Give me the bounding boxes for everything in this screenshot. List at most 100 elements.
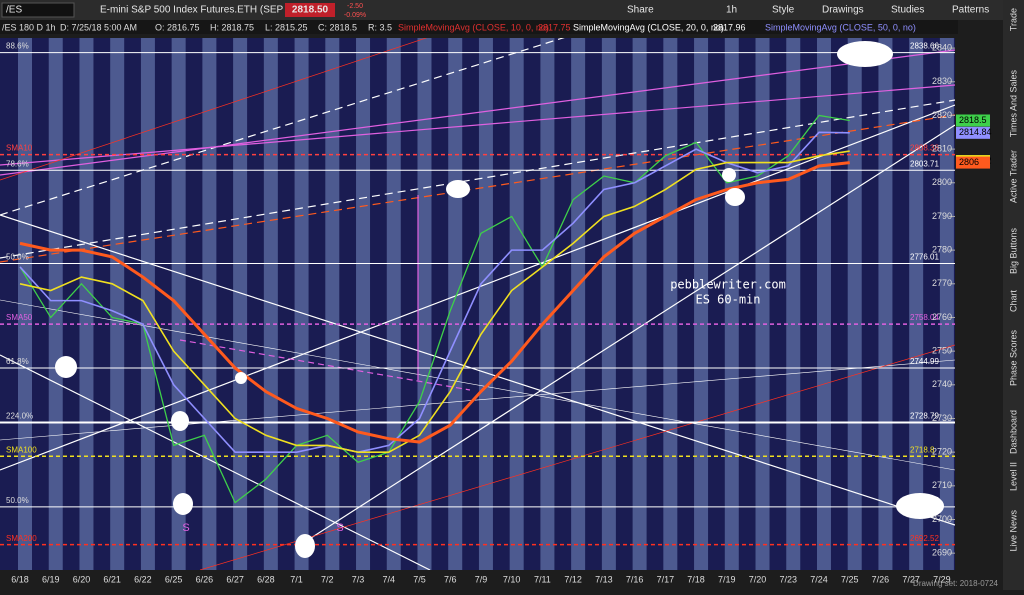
side-tab[interactable]: Times And Sales <box>1008 70 1018 138</box>
x-tick-label: 7/13 <box>595 574 613 584</box>
level-label: 78.6% <box>6 159 29 168</box>
side-tab[interactable]: Dashboard <box>1008 410 1018 454</box>
series-line <box>19 131 850 453</box>
side-tab[interactable]: Active Trader <box>1008 150 1018 203</box>
session-band <box>356 38 371 570</box>
highlight <box>837 41 893 67</box>
side-tab[interactable]: Level II <box>1008 462 1018 491</box>
session-band <box>601 38 616 570</box>
header-texts: /ES 180 D 1h D: 7/25/18 5:00 AM O: 2816.75… <box>2 22 916 32</box>
x-tick-label: 7/24 <box>810 574 828 584</box>
side-tabs: Trade Times And Sales Active Trader Big But… <box>1008 8 1018 552</box>
trendline <box>0 84 955 166</box>
highlight <box>173 493 193 515</box>
y-tick-label: 2750 <box>932 346 952 356</box>
study-value: 2817.96 <box>713 22 746 32</box>
last-price: 2818.50 <box>292 5 329 16</box>
session-band <box>417 38 432 570</box>
header-field: /ES 180 D 1h <box>2 22 56 32</box>
side-panel <box>1003 0 1024 590</box>
x-tick-label: 7/25 <box>841 574 859 584</box>
change-pct: -0.09% <box>344 12 366 19</box>
x-tick-label: 7/5 <box>413 574 426 584</box>
series-line <box>19 161 850 444</box>
y-tick-label: 2840 <box>932 42 952 52</box>
session-band <box>263 38 278 570</box>
header-field: R: 3.5 <box>368 22 392 32</box>
price-badge-label: 2814.84 <box>959 127 992 137</box>
session-band <box>816 38 831 570</box>
x-tick-label: 7/10 <box>503 574 521 584</box>
trendline <box>0 114 955 263</box>
y-tick-label: 2720 <box>932 447 952 457</box>
side-tab[interactable]: Live News <box>1008 510 1018 552</box>
side-tab[interactable]: Chart <box>1008 290 1018 313</box>
x-tick-label: 6/20 <box>73 574 91 584</box>
side-tab[interactable]: Trade <box>1008 8 1018 31</box>
x-tick-label: 7/17 <box>657 574 675 584</box>
trendline <box>0 38 428 181</box>
level-label: SMA50 <box>6 313 33 322</box>
x-tick-label: 7/2 <box>321 574 334 584</box>
trendline <box>0 99 955 259</box>
x-tick-label: 7/20 <box>749 574 767 584</box>
price-badge <box>956 114 990 127</box>
symbol-box[interactable] <box>1 2 75 18</box>
session-band <box>694 38 709 570</box>
marker-label: S <box>182 522 189 534</box>
trendline <box>179 339 471 391</box>
toolbar-button[interactable]: Share <box>627 5 654 16</box>
level-label: 61.8% <box>6 357 29 366</box>
toolbar-button[interactable]: Drawings <box>822 5 864 16</box>
x-tick-label: 7/1 <box>290 574 303 584</box>
y-tick-label: 2830 <box>932 76 952 86</box>
session-band <box>325 38 340 570</box>
level-label: SMA10 <box>6 144 33 153</box>
level-label: SMA100 <box>6 445 37 454</box>
y-tick-label: 2770 <box>932 278 952 288</box>
header-field: H: 2818.75 <box>210 22 254 32</box>
session-band <box>663 38 678 570</box>
y-tick-label: 2730 <box>932 413 952 423</box>
study-name: SimpleMovingAvg (CLOSE, 20, 0, no) <box>573 22 724 32</box>
y-tick-label: 2820 <box>932 110 952 120</box>
session-band <box>386 38 401 570</box>
x-tick-label: 7/11 <box>534 574 551 584</box>
toolbar <box>0 0 1024 20</box>
series <box>19 114 850 504</box>
x-tick-label: 7/3 <box>352 574 365 584</box>
change: -2.50 <box>347 3 363 10</box>
annotation: ES 60-min <box>695 293 760 307</box>
session-band <box>786 38 801 570</box>
x-tick-label: 7/9 <box>475 574 488 584</box>
toolbar-button[interactable]: 1h <box>726 5 737 16</box>
trendline <box>0 38 565 216</box>
price-badge <box>956 156 990 169</box>
header-field: O: 2816.75 <box>155 22 200 32</box>
session-band <box>140 38 155 570</box>
session-band <box>540 38 555 570</box>
x-tick-label: 7/18 <box>687 574 705 584</box>
marker-label: S <box>336 522 343 534</box>
side-tab[interactable]: Phase Scores <box>1008 330 1018 387</box>
symbol: /ES <box>6 5 22 16</box>
x-tick-label: 7/12 <box>564 574 582 584</box>
highlight <box>235 372 247 384</box>
series-line <box>19 150 850 453</box>
toolbar-button[interactable]: Style <box>772 5 795 16</box>
toolbar-button[interactable]: Studies <box>891 5 924 16</box>
highlight <box>295 534 315 558</box>
x-axis: 6/18 6/19 6/20 6/21 6/22 6/25 6/26 6/27 6/28 7/1 7… <box>11 574 950 584</box>
x-tick-label: 7/29 <box>933 574 951 584</box>
level-value: 2744.99 <box>910 357 939 366</box>
toolbar-button[interactable]: Patterns <box>952 5 989 16</box>
x-tick-label: 7/4 <box>383 574 396 584</box>
x-tick-label: 7/6 <box>444 574 457 584</box>
session-band <box>202 38 217 570</box>
side-tab[interactable]: Big Buttons <box>1008 228 1018 275</box>
highlight <box>722 168 736 182</box>
last-box <box>285 3 335 17</box>
level-value: 2728.79 <box>910 412 939 421</box>
